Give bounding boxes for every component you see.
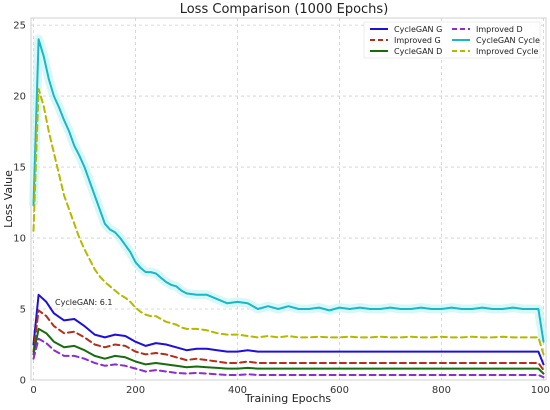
series-line-improved-d (32, 337, 545, 379)
series-layer (29, 34, 548, 379)
legend-label-cyclegan-g: CycleGAN G (394, 25, 442, 34)
legend-label-improved-d: Improved D (476, 25, 523, 34)
x-tick-label: 0 (30, 385, 36, 396)
y-tick-label: 15 (13, 163, 26, 174)
x-tick-label: 800 (432, 385, 451, 396)
series-line-improved-g (32, 309, 545, 372)
series-line-cyclegan-d (32, 327, 545, 375)
x-tick-label: 400 (228, 385, 247, 396)
x-tick-label: 1000 (531, 385, 550, 396)
legend: CycleGAN G Improved G CycleGAN D Improved D… (363, 21, 541, 59)
x-axis-label: Training Epochs (244, 392, 332, 405)
series-line-cyclegan-g (32, 293, 545, 366)
legend-label-improved-g: Improved G (394, 36, 441, 45)
x-tick-label: 600 (330, 385, 349, 396)
y-tick-label: 5 (20, 305, 26, 316)
y-tick-label: 20 (13, 92, 26, 103)
series-line-improved-cycle (32, 88, 545, 356)
legend-label-improved-cycle: Improved Cycle (476, 47, 538, 56)
y-tick-label: 25 (13, 21, 26, 32)
chart-title: Loss Comparison (1000 Epochs) (180, 2, 389, 17)
legend-label-cyclegan-cycle: CycleGAN Cycle (476, 36, 540, 45)
chart-annotation: CycleGAN: 6.1 (55, 298, 112, 307)
legend-label-cyclegan-d: CycleGAN D (394, 47, 442, 56)
y-tick-label: 0 (20, 376, 26, 387)
y-tick-label: 10 (13, 234, 26, 245)
plot-area (30, 17, 547, 381)
series-line-cyclegan-cycle (32, 38, 545, 343)
y-axis-label: Loss Value (2, 170, 15, 228)
x-tick-label: 200 (126, 385, 145, 396)
axis-ticks: 0 200 400 600 800 1000 0 5 10 15 20 25 (13, 21, 550, 396)
